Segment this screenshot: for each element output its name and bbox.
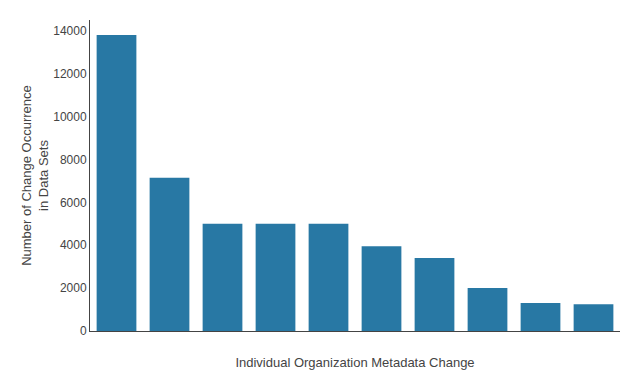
svg-text:0: 0: [80, 324, 87, 338]
svg-text:Number of Change Occurrencein: Number of Change Occurrencein Data Sets: [19, 85, 51, 266]
svg-text:10000: 10000: [53, 110, 87, 124]
svg-text:8000: 8000: [60, 153, 87, 167]
svg-text:Individual Organization Metada: Individual Organization Metadata Change: [235, 355, 474, 370]
svg-text:2000: 2000: [60, 281, 87, 295]
svg-text:12000: 12000: [53, 67, 87, 81]
svg-text:6000: 6000: [60, 196, 87, 210]
svg-text:4000: 4000: [60, 238, 87, 252]
svg-text:14000: 14000: [53, 24, 87, 38]
